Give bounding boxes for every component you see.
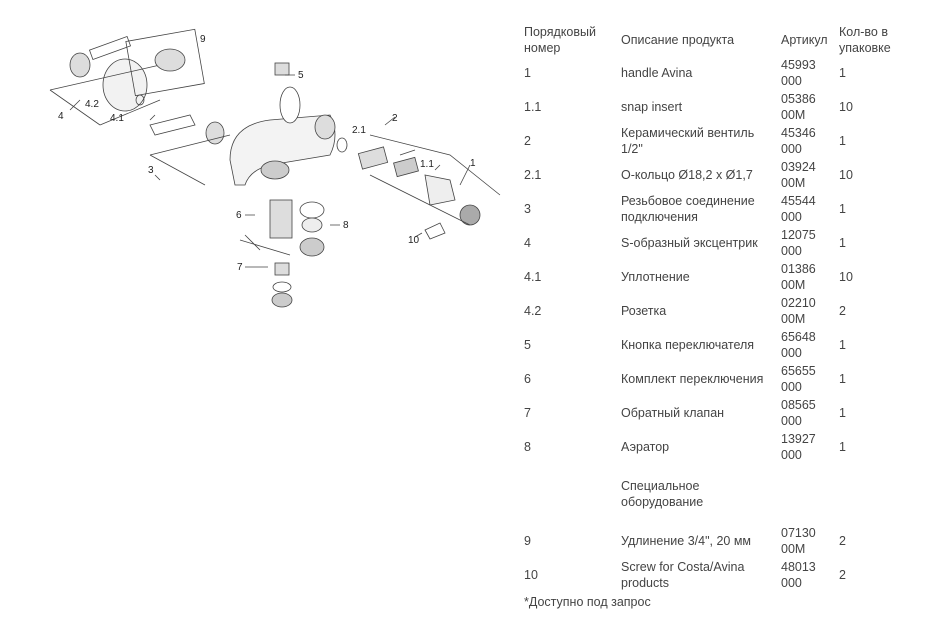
diagram-label-1: 1: [470, 158, 476, 169]
part-article: 12075 000: [781, 228, 816, 258]
part-number: 3: [524, 202, 531, 216]
part-quantity: 1: [839, 440, 846, 454]
part-article: 03924 00M: [781, 160, 816, 190]
diagram-label-8: 8: [343, 220, 349, 231]
part-description: handle Avina: [621, 66, 693, 80]
part-description: Кнопка переключателя: [621, 338, 755, 352]
diagram-label-10: 10: [408, 235, 420, 246]
diagram-label-2: 2: [392, 113, 398, 124]
header-number: Порядковый номер: [524, 25, 596, 55]
table-row: 4.2 Розетка 02210 00M 2: [0, 294, 928, 328]
part-description: Обратный клапан: [621, 406, 725, 420]
part-quantity: 1: [839, 406, 846, 420]
part-number: 1: [524, 66, 531, 80]
table-row: 7 Обратный клапан 08565 000 1: [0, 396, 928, 430]
part-description: snap insert: [621, 100, 683, 114]
part-number: 2.1: [524, 168, 542, 182]
part-quantity: 2: [839, 304, 846, 318]
diagram-label-1-1: 1.1: [420, 159, 434, 170]
table-row: 9 Удлинение 3/4", 20 мм 07130 00M 2: [0, 524, 928, 558]
table-row: 6 Комплект переключения 65655 000 1: [0, 362, 928, 396]
part-article: 08565 000: [781, 398, 816, 428]
diagram-label-7: 7: [237, 262, 243, 273]
part-description: О-кольцо Ø18,2 x Ø1,7: [621, 168, 753, 182]
part-article: 45346 000: [781, 126, 816, 156]
header-quantity: Кол-во в упаковке: [839, 25, 891, 55]
part-article: 45544 000: [781, 194, 816, 224]
diagram-label-9: 9: [200, 34, 206, 45]
part-article: 02210 00M: [781, 296, 816, 326]
exploded-parts-diagram: 9 5 2 2.1 1.1 1 4 4.2 4.1 3 6 8 10 7: [49, 28, 501, 308]
table-row: 5 Кнопка переключателя 65648 000 1: [0, 328, 928, 362]
part-number: 6: [524, 372, 531, 386]
table-row: 10 Screw for Costa/Avina products 48013 00…: [0, 558, 928, 592]
part-number: 8: [524, 440, 531, 454]
part-article: 45993 000: [781, 58, 816, 88]
table-row: 1 handle Avina 45993 000 1: [0, 56, 928, 90]
table-row: 8 Аэратор 13927 000 1: [0, 430, 928, 464]
part-quantity: 2: [839, 568, 846, 582]
part-description: Уплотнение: [621, 270, 690, 284]
part-description: Screw for Costa/Avina products: [621, 560, 745, 590]
part-description: Аэратор: [621, 440, 670, 454]
part-number: 2: [524, 134, 531, 148]
diagram-label-4-1: 4.1: [110, 113, 124, 124]
part-number: 4.2: [524, 304, 542, 318]
diagram-label-4-2: 4.2: [85, 99, 99, 110]
table-row: 2 Керамический вентиль 1/2" 45346 000 1: [0, 124, 928, 158]
table-row: 1.1 snap insert 05386 00M 10: [0, 90, 928, 124]
part-number: 1.1: [524, 100, 542, 114]
part-number: 10: [524, 568, 538, 582]
table-header: Порядковый номер Описание продукта Артик…: [0, 23, 928, 57]
table-row: 3 Резьбовое соединение подключения 45544 0…: [0, 192, 928, 226]
table-row: 4 S-образный эксцентрик 12075 000 1: [0, 226, 928, 260]
header-article: Артикул: [781, 33, 828, 47]
part-description: Розетка: [621, 304, 667, 318]
section-special-equipment: Специальное оборудование: [621, 479, 704, 509]
part-quantity: 1: [839, 134, 846, 148]
part-quantity: 1: [839, 338, 846, 352]
part-quantity: 10: [839, 270, 853, 284]
diagram-label-2-1: 2.1: [352, 125, 366, 136]
part-quantity: 10: [839, 100, 853, 114]
diagram-label-5: 5: [298, 70, 304, 81]
part-number: 4: [524, 236, 531, 250]
part-number: 9: [524, 534, 531, 548]
part-quantity: 2: [839, 534, 846, 548]
part-quantity: 1: [839, 202, 846, 216]
part-number: 5: [524, 338, 531, 352]
part-article: 13927 000: [781, 432, 816, 462]
part-description: S-образный эксцентрик: [621, 236, 758, 250]
part-article: 01386 00M: [781, 262, 816, 292]
part-article: 65648 000: [781, 330, 816, 360]
part-description: Керамический вентиль 1/2": [621, 126, 755, 156]
footnote: *Доступно под запрос: [524, 595, 651, 609]
part-article: 65655 000: [781, 364, 816, 394]
part-article: 07130 00M: [781, 526, 816, 556]
diagram-label-6: 6: [236, 210, 242, 221]
part-description: Удлинение 3/4", 20 мм: [621, 534, 752, 548]
part-quantity: 1: [839, 236, 846, 250]
table-row: 2.1 О-кольцо Ø18,2 x Ø1,7 03924 00M 10: [0, 158, 928, 192]
table-row: 4.1 Уплотнение 01386 00M 10: [0, 260, 928, 294]
part-number: 4.1: [524, 270, 542, 284]
part-number: 7: [524, 406, 531, 420]
part-article: 05386 00M: [781, 92, 816, 122]
part-quantity: 1: [839, 372, 846, 386]
diagram-label-3: 3: [148, 165, 154, 176]
header-description: Описание продукта: [621, 33, 735, 47]
part-quantity: 1: [839, 66, 846, 80]
diagram-label-4: 4: [58, 111, 64, 122]
part-description: Комплект переключения: [621, 372, 764, 386]
part-quantity: 10: [839, 168, 853, 182]
part-description: Резьбовое соединение подключения: [621, 194, 755, 224]
part-article: 48013 000: [781, 560, 816, 590]
